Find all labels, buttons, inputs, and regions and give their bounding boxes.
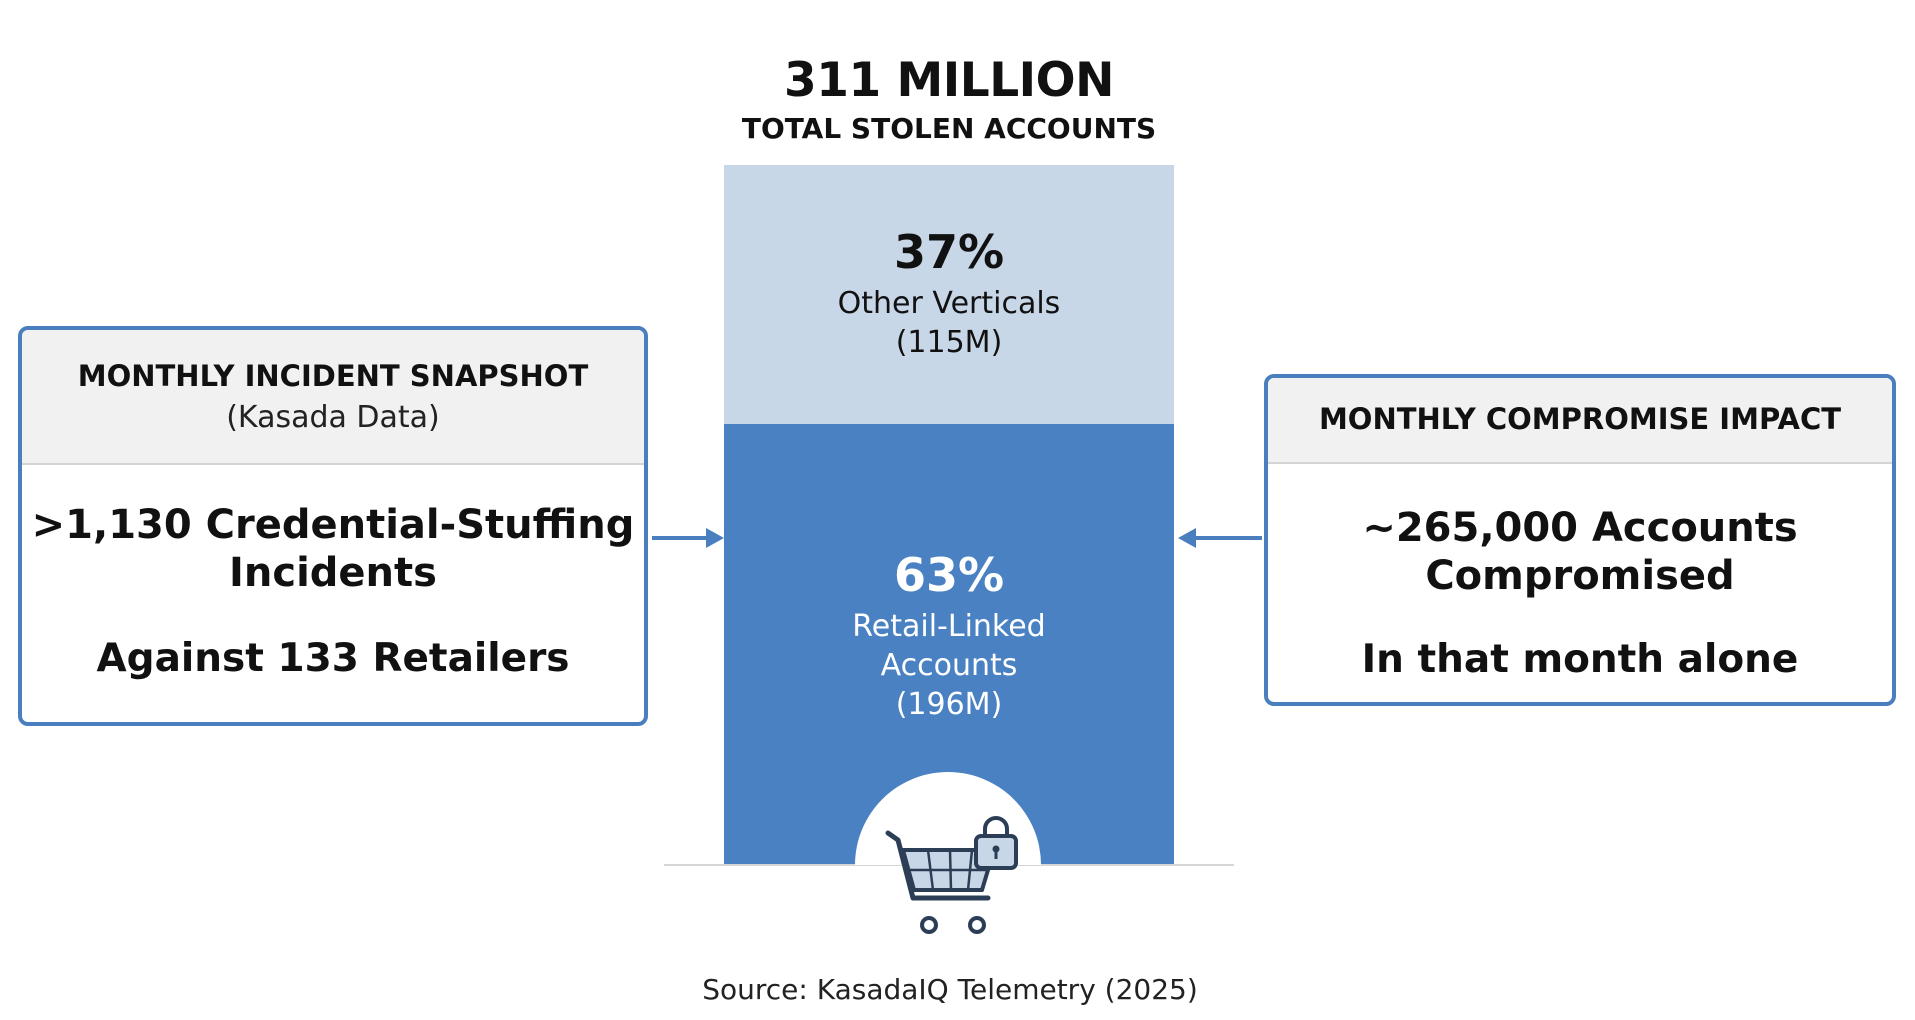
- monthly-incident-body: >1,130 Credential-Stuffing Incidents Aga…: [22, 501, 644, 683]
- segment-2-label-line-2: (115M): [896, 325, 1003, 360]
- shopping-cart-lock-icon: [855, 772, 1041, 934]
- monthly-compromise-header: MONTHLY COMPROMISE IMPACT: [1268, 378, 1892, 464]
- bar-segment-2: [724, 165, 1174, 424]
- monthly-incident-title: MONTHLY INCIDENT SNAPSHOT: [77, 359, 589, 393]
- monthly-incident-subtitle: (Kasada Data): [226, 400, 440, 435]
- monthly-compromise-title: MONTHLY COMPROMISE IMPACT: [1318, 402, 1842, 436]
- arrow-right-icon: [652, 528, 724, 548]
- retailer-count: Against 133 Retailers: [96, 636, 570, 681]
- monthly-incident-header: MONTHLY INCIDENT SNAPSHOT (Kasada Data): [22, 330, 644, 465]
- compromised-accounts-line: ~265,000 Accounts: [1362, 505, 1798, 551]
- compromised-accounts-line2: Compromised: [1425, 553, 1735, 599]
- monthly-incident-card: MONTHLY INCIDENT SNAPSHOT (Kasada Data) …: [18, 326, 648, 726]
- chart-subtitle: TOTAL STOLEN ACCOUNTS: [741, 112, 1157, 145]
- chart-total-title: 311 MILLION: [784, 53, 1114, 108]
- incident-count-line2: Incidents: [229, 550, 437, 596]
- source-note: Source: KasadaIQ Telemetry (2025): [702, 973, 1198, 1006]
- segment-1-label-line-2: Accounts: [881, 648, 1018, 683]
- segment-1-label-line-1: Retail-Linked: [852, 609, 1045, 644]
- segment-2-percent: 37%: [894, 225, 1004, 279]
- incident-count-line: >1,130 Credential-Stuffing: [31, 502, 635, 548]
- segment-1-label-line-3: (196M): [896, 687, 1003, 722]
- segment-2-label-line-1: Other Verticals: [838, 286, 1061, 321]
- monthly-compromise-card: MONTHLY COMPROMISE IMPACT ~265,000 Accou…: [1264, 374, 1896, 706]
- segment-1-percent: 63%: [894, 548, 1004, 602]
- compromise-period: In that month alone: [1361, 637, 1799, 682]
- monthly-compromise-body: ~265,000 Accounts Compromised In that mo…: [1268, 504, 1892, 684]
- arrow-left-icon: [1178, 528, 1262, 548]
